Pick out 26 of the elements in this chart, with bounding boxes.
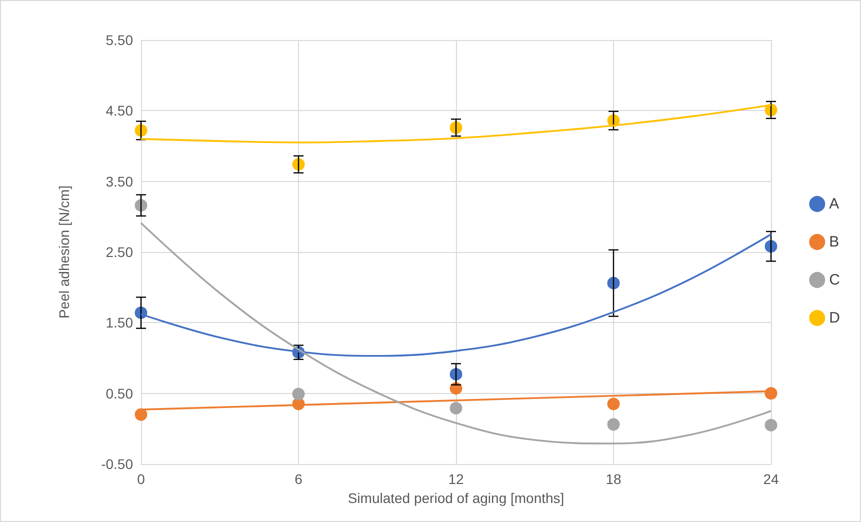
legend-label: D — [829, 310, 840, 326]
y-tick-label: 3.50 — [106, 173, 134, 190]
point — [607, 398, 620, 410]
x-tick-label: 18 — [606, 471, 622, 487]
point — [607, 418, 620, 431]
legend-label: B — [829, 234, 840, 250]
point — [764, 387, 778, 400]
line-series — [140, 222, 772, 444]
legend-label: C — [829, 272, 840, 288]
legend-label: A — [829, 196, 840, 212]
x-tick-label: 6 — [294, 471, 303, 487]
point — [134, 408, 148, 421]
point — [450, 402, 462, 414]
x-tick-label: 12 — [448, 471, 464, 487]
x-tick-label: 24 — [763, 471, 779, 487]
x-axis-title: Simulated period of aging [months] — [348, 490, 564, 506]
y-tick-label: 1.50 — [106, 314, 134, 331]
y-tick-label: -0.50 — [101, 456, 134, 472]
x-tick-label: 0 — [137, 471, 146, 487]
y-tick-label: 4.50 — [106, 102, 134, 119]
y-tick-label: 5.50 — [106, 32, 134, 48]
y-tick-label: 2.50 — [106, 244, 134, 260]
point — [292, 388, 305, 400]
point — [764, 418, 778, 432]
y-tick-label: 0.50 — [106, 385, 134, 402]
y-axis-title: Peel adhesion [N/cm] — [56, 185, 72, 319]
